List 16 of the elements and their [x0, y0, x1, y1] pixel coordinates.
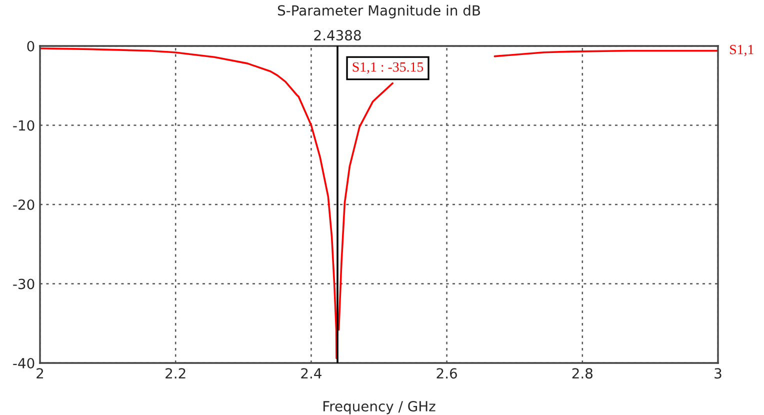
x-tick-label: 2.6: [436, 368, 457, 379]
ref-line-label: 2.4388: [314, 30, 361, 41]
series-label: S1,1: [730, 44, 754, 56]
y-tick-label: -30: [13, 278, 34, 290]
y-tick-label: -10: [13, 120, 34, 131]
y-tick-label: 0: [27, 40, 34, 52]
x-tick-label: 2.4: [301, 368, 322, 378]
chart-title: S-Parameter Magnitude in dB: [278, 4, 480, 18]
x-tick-label: 3: [714, 368, 722, 379]
y-tick-label: -40: [13, 358, 34, 368]
x-tick-label: 2: [36, 368, 44, 378]
y-tick-label: -20: [13, 199, 34, 210]
x-axis-title: Frequency / GHz: [323, 400, 436, 414]
x-tick-label: 2.2: [166, 368, 186, 378]
x-tick-label: 2.8: [572, 368, 592, 379]
annotation: S1,1 : -35.15: [352, 62, 424, 74]
